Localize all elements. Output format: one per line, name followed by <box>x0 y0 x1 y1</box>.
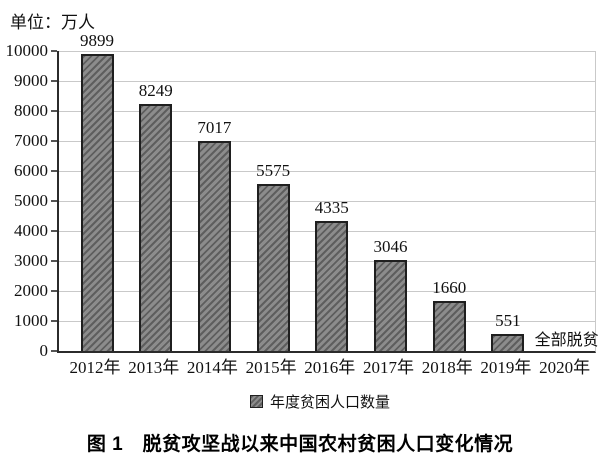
bar-value-label-2013年: 8249 <box>138 80 173 100</box>
gridline-6000 <box>59 171 595 172</box>
y-tick-mark-3000 <box>51 260 57 262</box>
bar-2016年 <box>315 220 349 351</box>
gridline-5000 <box>59 201 595 202</box>
y-tick-label-1000: 1000 <box>14 311 48 330</box>
x-tick-label-2013年: 2013年 <box>128 358 180 377</box>
bar-2018年 <box>432 301 466 351</box>
y-tick-label-0: 0 <box>39 341 49 360</box>
unit-label: 单位：万人 <box>10 13 95 32</box>
y-tick-mark-9000 <box>51 80 57 82</box>
y-tick-mark-7000 <box>51 140 57 142</box>
bar-value-label-2012年: 9899 <box>80 31 114 51</box>
bar-2012年 <box>80 54 114 351</box>
y-tick-label-6000: 6000 <box>14 161 48 180</box>
bar-2019年 <box>491 334 525 351</box>
x-tick-label-2018年: 2018年 <box>421 358 473 377</box>
bar-value-label-2018年: 1660 <box>432 278 467 298</box>
bar-value-label-2017年: 3046 <box>373 236 408 256</box>
figure-caption: 图 1 脱贫攻坚战以来中国农村贫困人口变化情况 <box>86 434 514 455</box>
x-tick-label-2015年: 2015年 <box>245 358 297 377</box>
bar-2013年 <box>139 103 173 351</box>
y-tick-label-10000: 10000 <box>5 41 49 60</box>
legend-label: 年度贫困人口数量 <box>269 394 390 411</box>
gridline-8000 <box>59 111 595 112</box>
y-tick-label-8000: 8000 <box>14 101 48 120</box>
bar-value-label-2016年: 4335 <box>314 197 349 217</box>
gridline-10000 <box>59 51 595 52</box>
y-tick-mark-10000 <box>51 50 57 52</box>
bar-2015年 <box>256 183 290 351</box>
x-tick-label-2017年: 2017年 <box>363 358 414 377</box>
bar-value-label-2019年: 551 <box>495 311 521 331</box>
y-tick-label-9000: 9000 <box>14 71 48 90</box>
y-tick-label-3000: 3000 <box>14 251 48 270</box>
x-tick-label-2020年: 2020年 <box>539 358 591 377</box>
gridline-7000 <box>59 141 595 142</box>
y-tick-mark-8000 <box>51 110 57 112</box>
gridline-9000 <box>59 81 595 82</box>
annotation-complete-poverty-relief: 全部脱贫 <box>534 332 599 349</box>
bar-2014年 <box>197 140 231 351</box>
x-tick-label-2012年: 2012年 <box>69 358 121 377</box>
legend: 年度贫困人口数量 <box>0 391 600 411</box>
y-tick-label-4000: 4000 <box>14 221 48 240</box>
y-tick-mark-1000 <box>51 320 57 322</box>
y-tick-mark-6000 <box>51 170 57 172</box>
y-tick-mark-2000 <box>51 290 57 292</box>
x-tick-label-2019年: 2019年 <box>480 358 532 377</box>
y-tick-mark-5000 <box>51 200 57 202</box>
y-tick-label-5000: 5000 <box>14 191 48 210</box>
bar-2017年 <box>374 259 407 351</box>
plot-area: 9899 8249 7017 5575 4335 3046 1660 551 全部脱贫 <box>57 31 599 353</box>
x-tick-label-2016年: 2016年 <box>304 358 356 377</box>
legend-swatch-icon <box>249 394 263 408</box>
y-tick-label-2000: 2000 <box>14 281 48 300</box>
y-tick-label-7000: 7000 <box>14 131 48 150</box>
bar-value-label-2014年: 7017 <box>197 117 232 137</box>
bar-value-label-2015年: 5575 <box>256 160 291 180</box>
x-tick-label-2014年: 2014年 <box>186 358 238 377</box>
y-tick-mark-0 <box>51 350 57 352</box>
y-tick-mark-4000 <box>51 230 57 232</box>
